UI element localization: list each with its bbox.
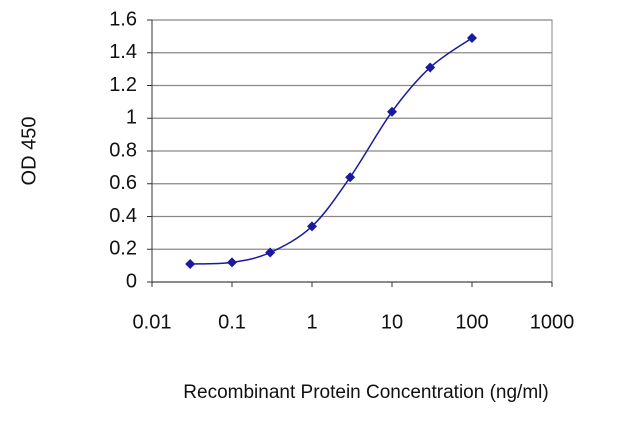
y-tick-label: 1 [126,107,137,129]
data-point [185,258,196,269]
data-point [345,172,356,183]
y-tick-label: 0.6 [109,172,137,194]
y-tick-label: 1.6 [109,8,137,30]
data-point [425,62,436,73]
x-tick-label: 1 [306,311,317,333]
y-tick-label: 1.4 [109,41,137,63]
x-tick-label: 0.1 [218,311,246,333]
y-tick-label: 0.4 [109,205,137,227]
x-tick-label: 1000 [530,311,575,333]
data-point [265,247,276,258]
y-tick-label: 0 [126,270,137,292]
x-axis-label: Recombinant Protein Concentration (ng/ml… [183,382,548,403]
y-tick-label: 1.2 [109,74,137,96]
x-tick-label: 100 [455,311,488,333]
data-point [467,33,477,44]
data-point [227,257,237,268]
data-point [307,221,317,232]
y-tick-label: 0.8 [109,139,137,161]
data-point [387,106,397,117]
y-tick-label: 0.2 [109,238,137,260]
y-axis-label: OD 450 [18,117,40,186]
x-tick-label: 10 [381,311,403,333]
x-tick-label: 0.01 [133,311,172,333]
